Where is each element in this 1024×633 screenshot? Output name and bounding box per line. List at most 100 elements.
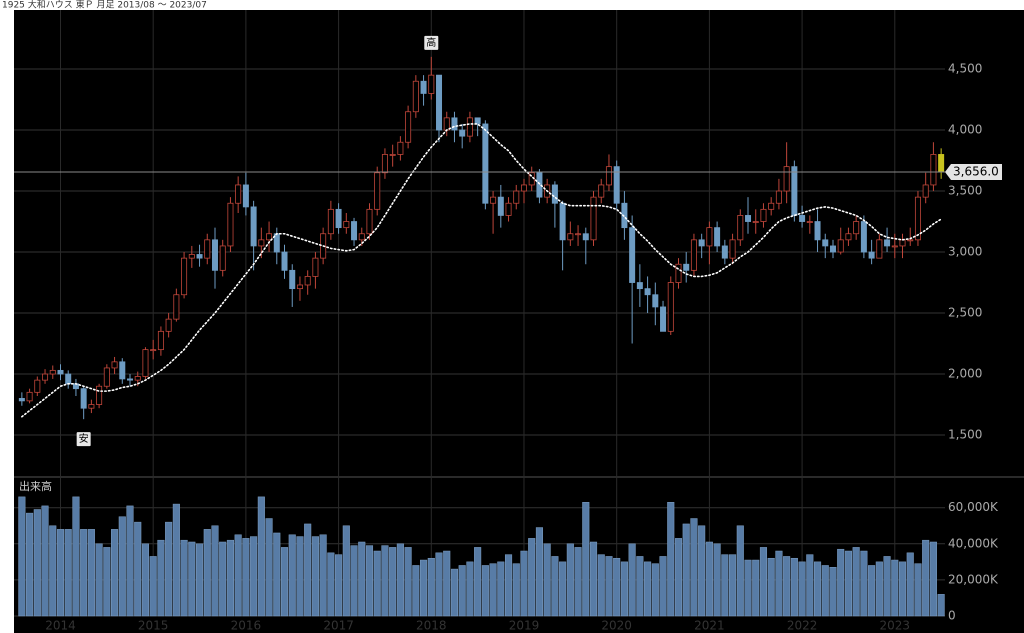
volume-bar bbox=[134, 521, 142, 617]
volume-bar bbox=[80, 529, 88, 617]
candle-body bbox=[505, 202, 512, 216]
volume-bar bbox=[559, 561, 567, 617]
x-tick-label: 2015 bbox=[138, 619, 169, 633]
y-tick-label: 4,500 bbox=[948, 62, 982, 76]
volume-bar bbox=[589, 541, 598, 617]
x-tick-label: 2019 bbox=[509, 619, 540, 633]
volume-bar bbox=[898, 561, 907, 617]
volume-bar bbox=[813, 561, 822, 617]
candle-body bbox=[134, 376, 141, 381]
volume-bar bbox=[273, 532, 281, 617]
volume-bar bbox=[87, 529, 95, 617]
volume-title: 出来高 bbox=[19, 479, 52, 493]
candle-body bbox=[582, 233, 589, 241]
candle-body bbox=[304, 276, 311, 286]
volume-bar bbox=[682, 523, 690, 617]
volume-bar bbox=[365, 545, 374, 617]
volume-bar bbox=[242, 538, 250, 617]
candle-body bbox=[745, 215, 752, 222]
candle-body bbox=[312, 257, 319, 277]
volume-bar bbox=[574, 547, 582, 617]
candle-body bbox=[366, 208, 373, 235]
volume-bar bbox=[713, 543, 721, 617]
candle-body bbox=[938, 154, 945, 173]
candle-body bbox=[853, 221, 860, 235]
candle-body bbox=[520, 184, 527, 192]
volume-bar bbox=[234, 534, 242, 617]
candle-body bbox=[389, 154, 396, 156]
candle-body bbox=[868, 251, 875, 259]
candle-body bbox=[173, 294, 180, 320]
volume-bar bbox=[721, 554, 729, 617]
volume-bar bbox=[937, 594, 945, 617]
volume-bar bbox=[404, 547, 412, 617]
volume-bar bbox=[95, 543, 103, 617]
candle-body bbox=[791, 166, 798, 216]
volume-bar bbox=[613, 557, 621, 617]
candle-body bbox=[96, 385, 103, 405]
volume-bar bbox=[906, 552, 914, 617]
volume-bar bbox=[767, 557, 775, 617]
volume-bar bbox=[257, 496, 265, 617]
candle-body bbox=[204, 239, 211, 259]
volume-bar bbox=[118, 516, 126, 617]
y-tick-label: 40,000K bbox=[948, 536, 999, 550]
volume-bar bbox=[311, 536, 319, 617]
x-tick-label: 2017 bbox=[323, 619, 354, 633]
volume-bar bbox=[203, 529, 211, 617]
candle-body bbox=[783, 166, 790, 192]
volume-bar bbox=[157, 539, 165, 617]
candle-body bbox=[490, 196, 497, 204]
candle-body bbox=[181, 257, 188, 296]
candle-body bbox=[629, 227, 636, 283]
volume-bar bbox=[56, 529, 65, 617]
volume-bar bbox=[528, 538, 536, 617]
candle-body bbox=[729, 239, 736, 259]
volume-bar bbox=[195, 543, 204, 617]
candle-body bbox=[250, 206, 257, 247]
volume-bar bbox=[64, 529, 72, 617]
volume-bar bbox=[690, 518, 698, 617]
volume-bar bbox=[211, 525, 219, 617]
candle-body bbox=[266, 233, 273, 241]
volume-bar bbox=[33, 509, 41, 617]
candle-body bbox=[721, 245, 728, 259]
volume-bar bbox=[296, 536, 304, 617]
candle-body bbox=[428, 74, 435, 94]
candle-body bbox=[590, 196, 597, 241]
volume-bar bbox=[837, 548, 845, 617]
high-marker: 高 bbox=[426, 36, 436, 49]
candle-body bbox=[621, 202, 628, 229]
volume-bar bbox=[49, 525, 57, 617]
candle-body bbox=[296, 284, 303, 290]
candle-body bbox=[482, 123, 489, 204]
candle-body bbox=[752, 221, 759, 223]
candle-body bbox=[374, 172, 381, 210]
candle-body bbox=[760, 208, 767, 222]
candle-body bbox=[644, 288, 651, 296]
candle-body bbox=[914, 196, 921, 241]
candle-body bbox=[605, 166, 612, 186]
x-tick-label: 2023 bbox=[880, 619, 911, 633]
volume-bar bbox=[759, 547, 768, 617]
candle-body bbox=[142, 349, 149, 377]
volume-bar bbox=[250, 536, 258, 617]
volume-bar bbox=[141, 543, 150, 617]
candle-body bbox=[42, 373, 49, 381]
volume-bar bbox=[922, 539, 930, 617]
candle-body bbox=[119, 361, 126, 380]
volume-bar bbox=[466, 561, 474, 617]
volume-bar bbox=[72, 496, 80, 617]
candle-body bbox=[799, 215, 806, 222]
high-marker-box bbox=[424, 35, 439, 50]
candle-body bbox=[698, 239, 705, 247]
candle-body bbox=[660, 306, 667, 332]
x-tick-label: 2014 bbox=[45, 619, 76, 633]
candle-body bbox=[737, 215, 744, 241]
volume-bar bbox=[18, 496, 26, 617]
candle-body bbox=[405, 111, 412, 143]
volume-bar bbox=[659, 556, 667, 617]
volume-bar bbox=[698, 525, 706, 617]
y-tick-label: 3,500 bbox=[948, 184, 982, 198]
